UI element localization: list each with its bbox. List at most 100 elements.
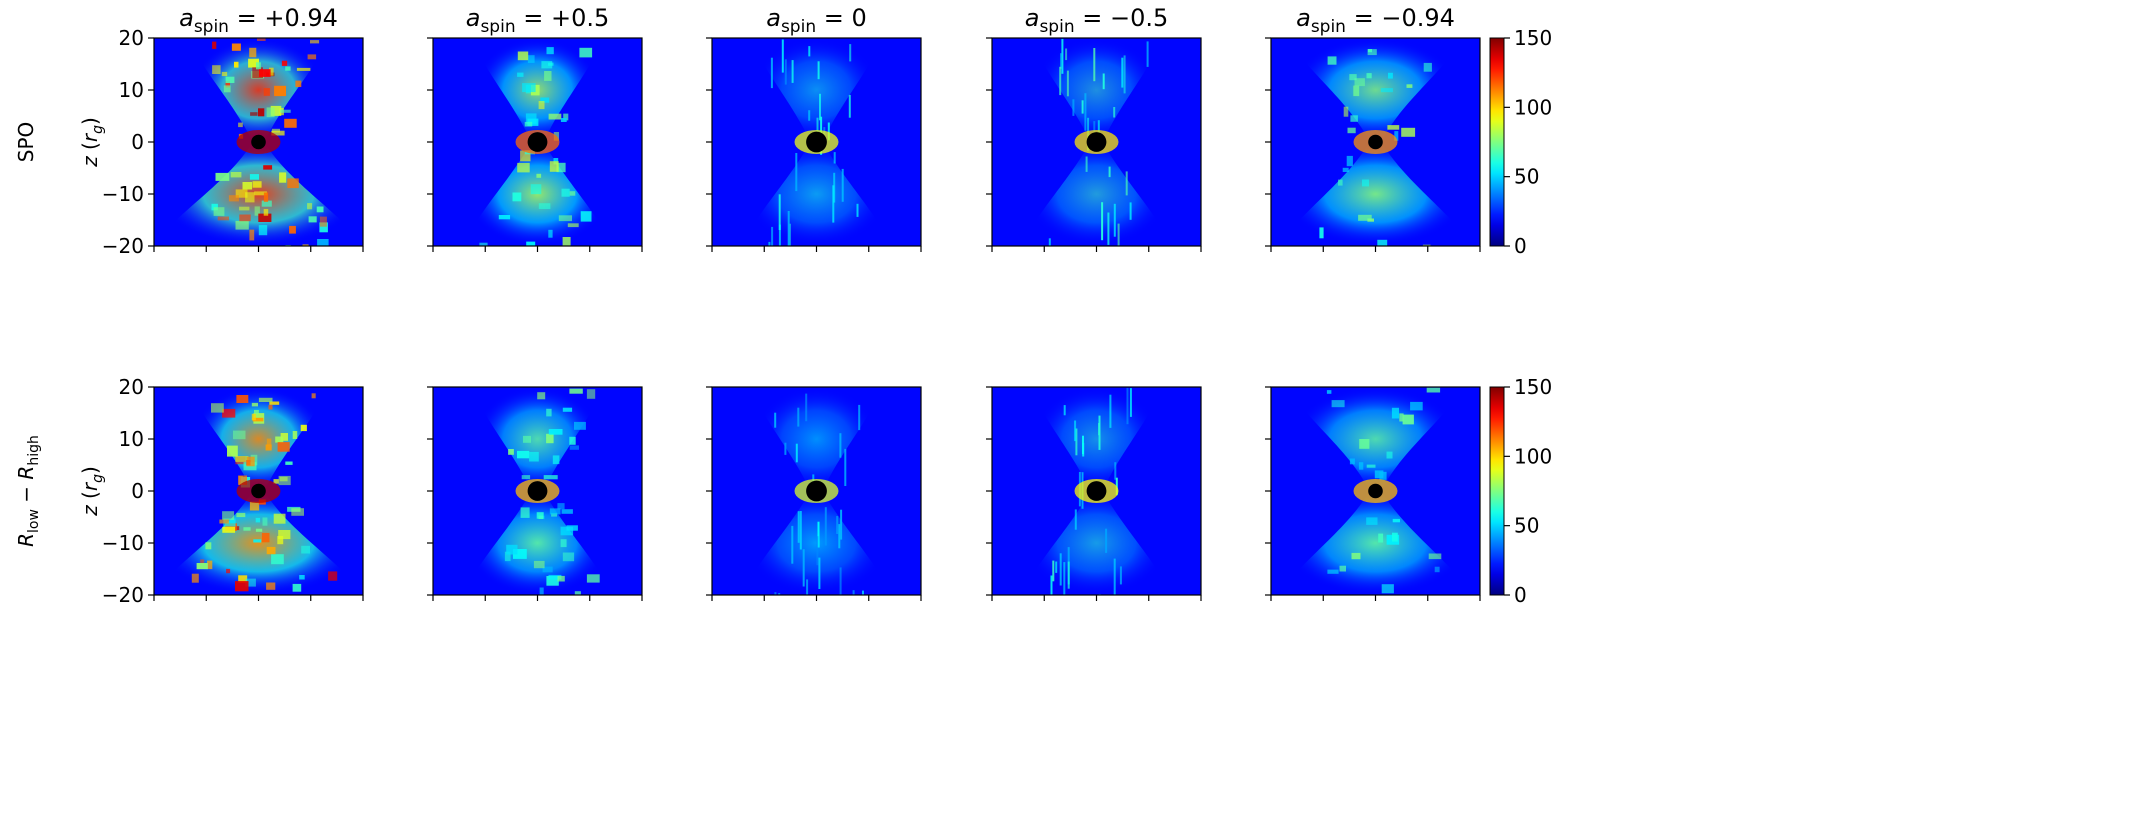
emission-streak — [549, 508, 561, 515]
emission-streak — [839, 433, 842, 458]
emission-streak — [222, 511, 235, 520]
colorbar-tick-label: 50 — [1514, 514, 1539, 538]
black-hole-shadow — [527, 132, 548, 152]
emission-streak — [1347, 127, 1356, 134]
emission-streak — [271, 130, 285, 136]
emission-streak — [1387, 125, 1400, 130]
emission-streak — [222, 526, 236, 533]
emission-streak — [1327, 56, 1337, 65]
emission-streak — [279, 172, 287, 183]
heatmap-panel-r1-c4 — [986, 37, 1202, 252]
emission-streak — [536, 173, 542, 178]
emission-streak — [1366, 73, 1372, 79]
colorbar-2: 0 50 100 150 — [1489, 375, 1552, 607]
emission-streak — [212, 65, 221, 74]
emission-streak — [1338, 179, 1343, 186]
emission-streak — [538, 101, 545, 110]
emission-streak — [544, 71, 552, 81]
emission-streak — [266, 438, 272, 446]
emission-streak — [1326, 390, 1332, 394]
emission-streak — [1081, 100, 1084, 114]
emission-streak — [1401, 127, 1416, 137]
emission-streak — [235, 456, 249, 462]
emission-streak — [238, 122, 243, 128]
emission-streak — [328, 571, 338, 581]
column-title-1: aspin = +0.94 — [179, 4, 338, 37]
emission-streak — [1060, 53, 1062, 69]
emission-streak — [805, 393, 808, 422]
labels-layer: aspin = +0.94 aspin = +0.5 aspin = 0 aspin … — [14, 4, 1455, 547]
emission-streak — [517, 162, 530, 173]
emission-streak — [524, 121, 533, 127]
emission-streak — [563, 113, 569, 121]
emission-streak — [249, 47, 257, 58]
emission-streak — [1358, 462, 1364, 470]
emission-streak — [523, 435, 531, 443]
emission-streak — [569, 445, 579, 450]
black-hole-shadow — [806, 131, 827, 153]
row-label-1: SPO — [14, 122, 38, 163]
emission-streak — [307, 54, 317, 60]
emission-streak — [248, 58, 259, 68]
emission-streak — [289, 225, 296, 234]
emission-streak — [228, 195, 239, 202]
emission-streak — [1059, 553, 1062, 586]
emission-streak — [211, 203, 218, 211]
emission-streak — [1428, 553, 1442, 560]
emission-streak — [520, 150, 531, 162]
emission-streak — [567, 223, 579, 228]
emission-streak — [1129, 388, 1132, 417]
emission-streak — [246, 456, 255, 467]
emission-streak — [546, 408, 552, 417]
emission-streak — [840, 509, 843, 540]
panels-layer: −20 −10 0 10 20 −20 −10 0 10 20 — [102, 26, 1481, 607]
emission-streak — [308, 216, 317, 223]
emission-streak — [768, 241, 771, 246]
colorbar-gradient — [1489, 386, 1505, 596]
emission-streak — [1366, 517, 1378, 525]
emission-streak — [212, 41, 217, 49]
emission-streak — [574, 591, 581, 595]
emission-streak — [517, 72, 524, 77]
y-tick-label: −10 — [102, 531, 144, 555]
emission-streak — [856, 203, 859, 217]
emission-streak — [196, 563, 208, 570]
heatmap-panel-r2-c2 — [427, 386, 643, 601]
emission-streak — [816, 536, 819, 566]
emission-streak — [284, 118, 297, 128]
emission-streak — [1101, 202, 1104, 241]
emission-streak — [551, 513, 557, 517]
emission-streak — [319, 222, 328, 233]
emission-streak — [1386, 451, 1393, 459]
emission-streak — [261, 200, 272, 207]
emission-streak — [221, 71, 228, 77]
emission-streak — [562, 407, 573, 412]
column-title-3: aspin = 0 — [766, 4, 867, 37]
emission-streak — [1113, 203, 1116, 237]
emission-streak — [546, 576, 559, 586]
emission-streak — [784, 59, 787, 85]
emission-streak — [562, 237, 571, 246]
emission-streak — [521, 475, 531, 480]
emission-streak — [1107, 212, 1110, 245]
emission-streak — [1113, 558, 1116, 595]
column-title-4: aspin = −0.5 — [1025, 4, 1169, 37]
emission-streak — [844, 448, 847, 486]
emission-streak — [527, 118, 539, 126]
black-hole-shadow — [1368, 483, 1383, 499]
emission-streak — [586, 389, 596, 399]
emission-streak — [512, 192, 522, 202]
emission-streak — [205, 542, 212, 550]
emission-streak — [1426, 387, 1441, 393]
emission-streak — [1392, 532, 1398, 542]
emission-streak — [827, 122, 830, 141]
emission-streak — [579, 47, 593, 58]
emission-streak — [252, 181, 262, 188]
emission-streak — [316, 206, 324, 213]
emission-streak — [257, 38, 266, 41]
emission-streak — [549, 161, 559, 172]
emission-streak — [1109, 394, 1112, 428]
heatmap-panel-r1-c2 — [427, 37, 643, 252]
heatmap-panel-r1-c3 — [706, 37, 922, 252]
